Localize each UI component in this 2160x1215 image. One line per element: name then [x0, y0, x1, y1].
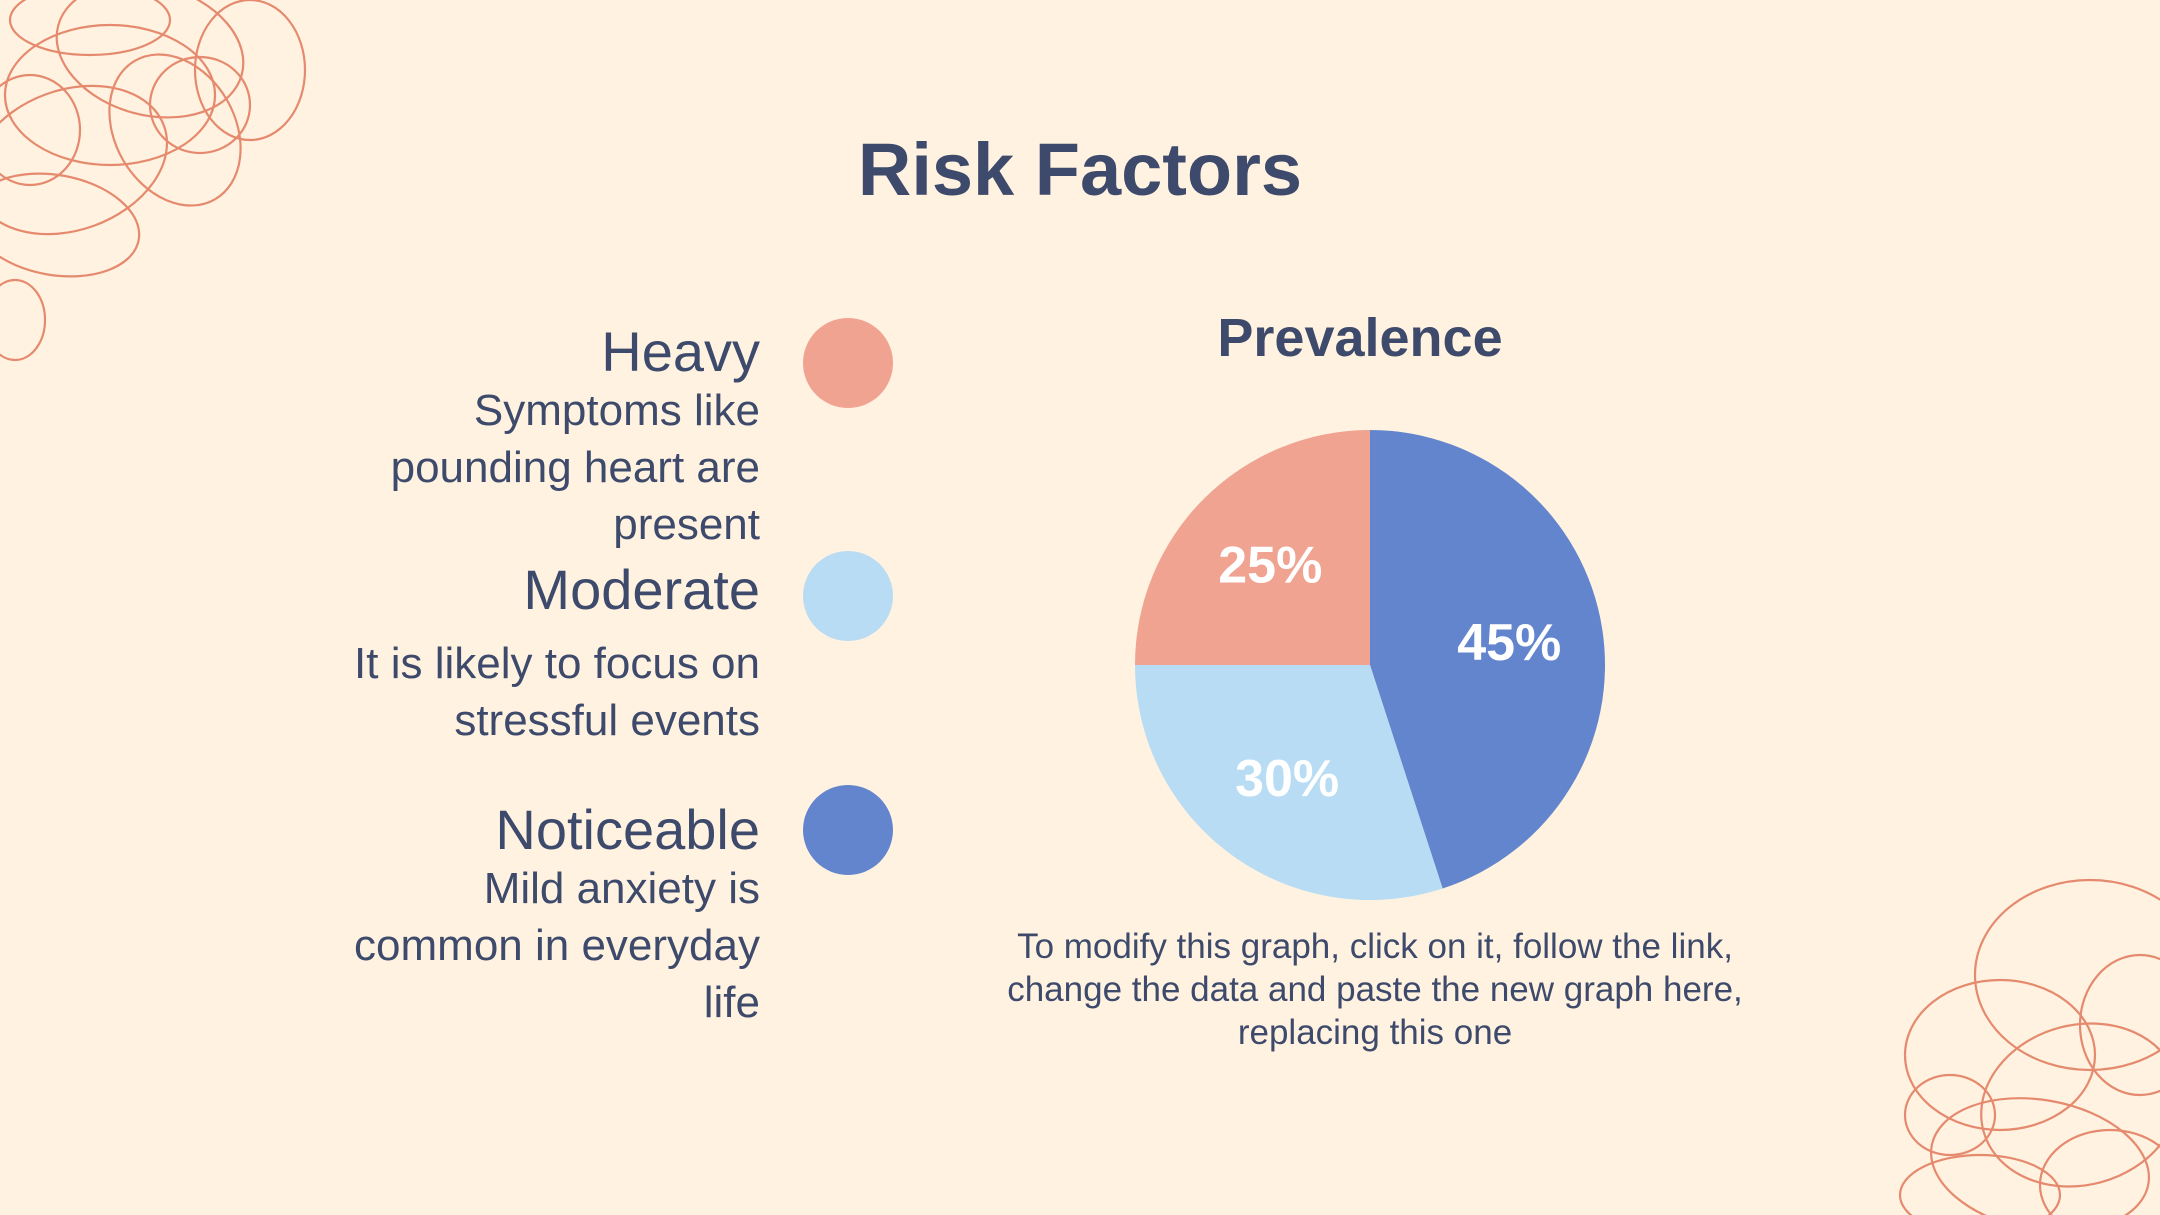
moderate-color-dot — [803, 551, 893, 641]
pie-slice-noticeable[interactable] — [1370, 430, 1605, 889]
scribble-decoration-bottom-right — [1898, 878, 2160, 1215]
risk-factor-moderate: Moderate It is likely to focus on stress… — [320, 560, 760, 749]
factor-description: Mild anxiety is common in everyday life — [354, 864, 760, 1027]
factor-description: It is likely to focus on stressful event… — [354, 639, 760, 745]
prevalence-pie-chart[interactable]: 45% 30% 25% — [1100, 400, 1640, 940]
pie-label-moderate: 30% — [1235, 750, 1339, 808]
chart-title: Prevalence — [1217, 308, 1503, 368]
noticeable-color-dot — [803, 785, 893, 875]
factor-name: Moderate — [523, 558, 760, 621]
risk-factor-noticeable: Noticeable Mild anxiety is common in eve… — [320, 800, 760, 1031]
slide-title: Risk Factors — [857, 128, 1303, 211]
pie-label-noticeable: 45% — [1457, 614, 1561, 672]
factor-description: Symptoms like pounding heart are present — [390, 386, 760, 549]
pie-slice-moderate[interactable] — [1135, 665, 1443, 900]
heavy-color-dot — [803, 318, 893, 408]
factor-name: Noticeable — [495, 798, 760, 861]
factor-name: Heavy — [601, 320, 760, 383]
pie-label-heavy: 25% — [1218, 536, 1322, 594]
scribble-decoration-top-left — [0, 0, 307, 362]
pie-slice-heavy[interactable] — [1135, 430, 1370, 665]
chart-edit-note: To modify this graph, click on it, follo… — [1007, 927, 1743, 1052]
risk-factor-heavy: Heavy Symptoms like pounding heart are p… — [320, 322, 760, 553]
